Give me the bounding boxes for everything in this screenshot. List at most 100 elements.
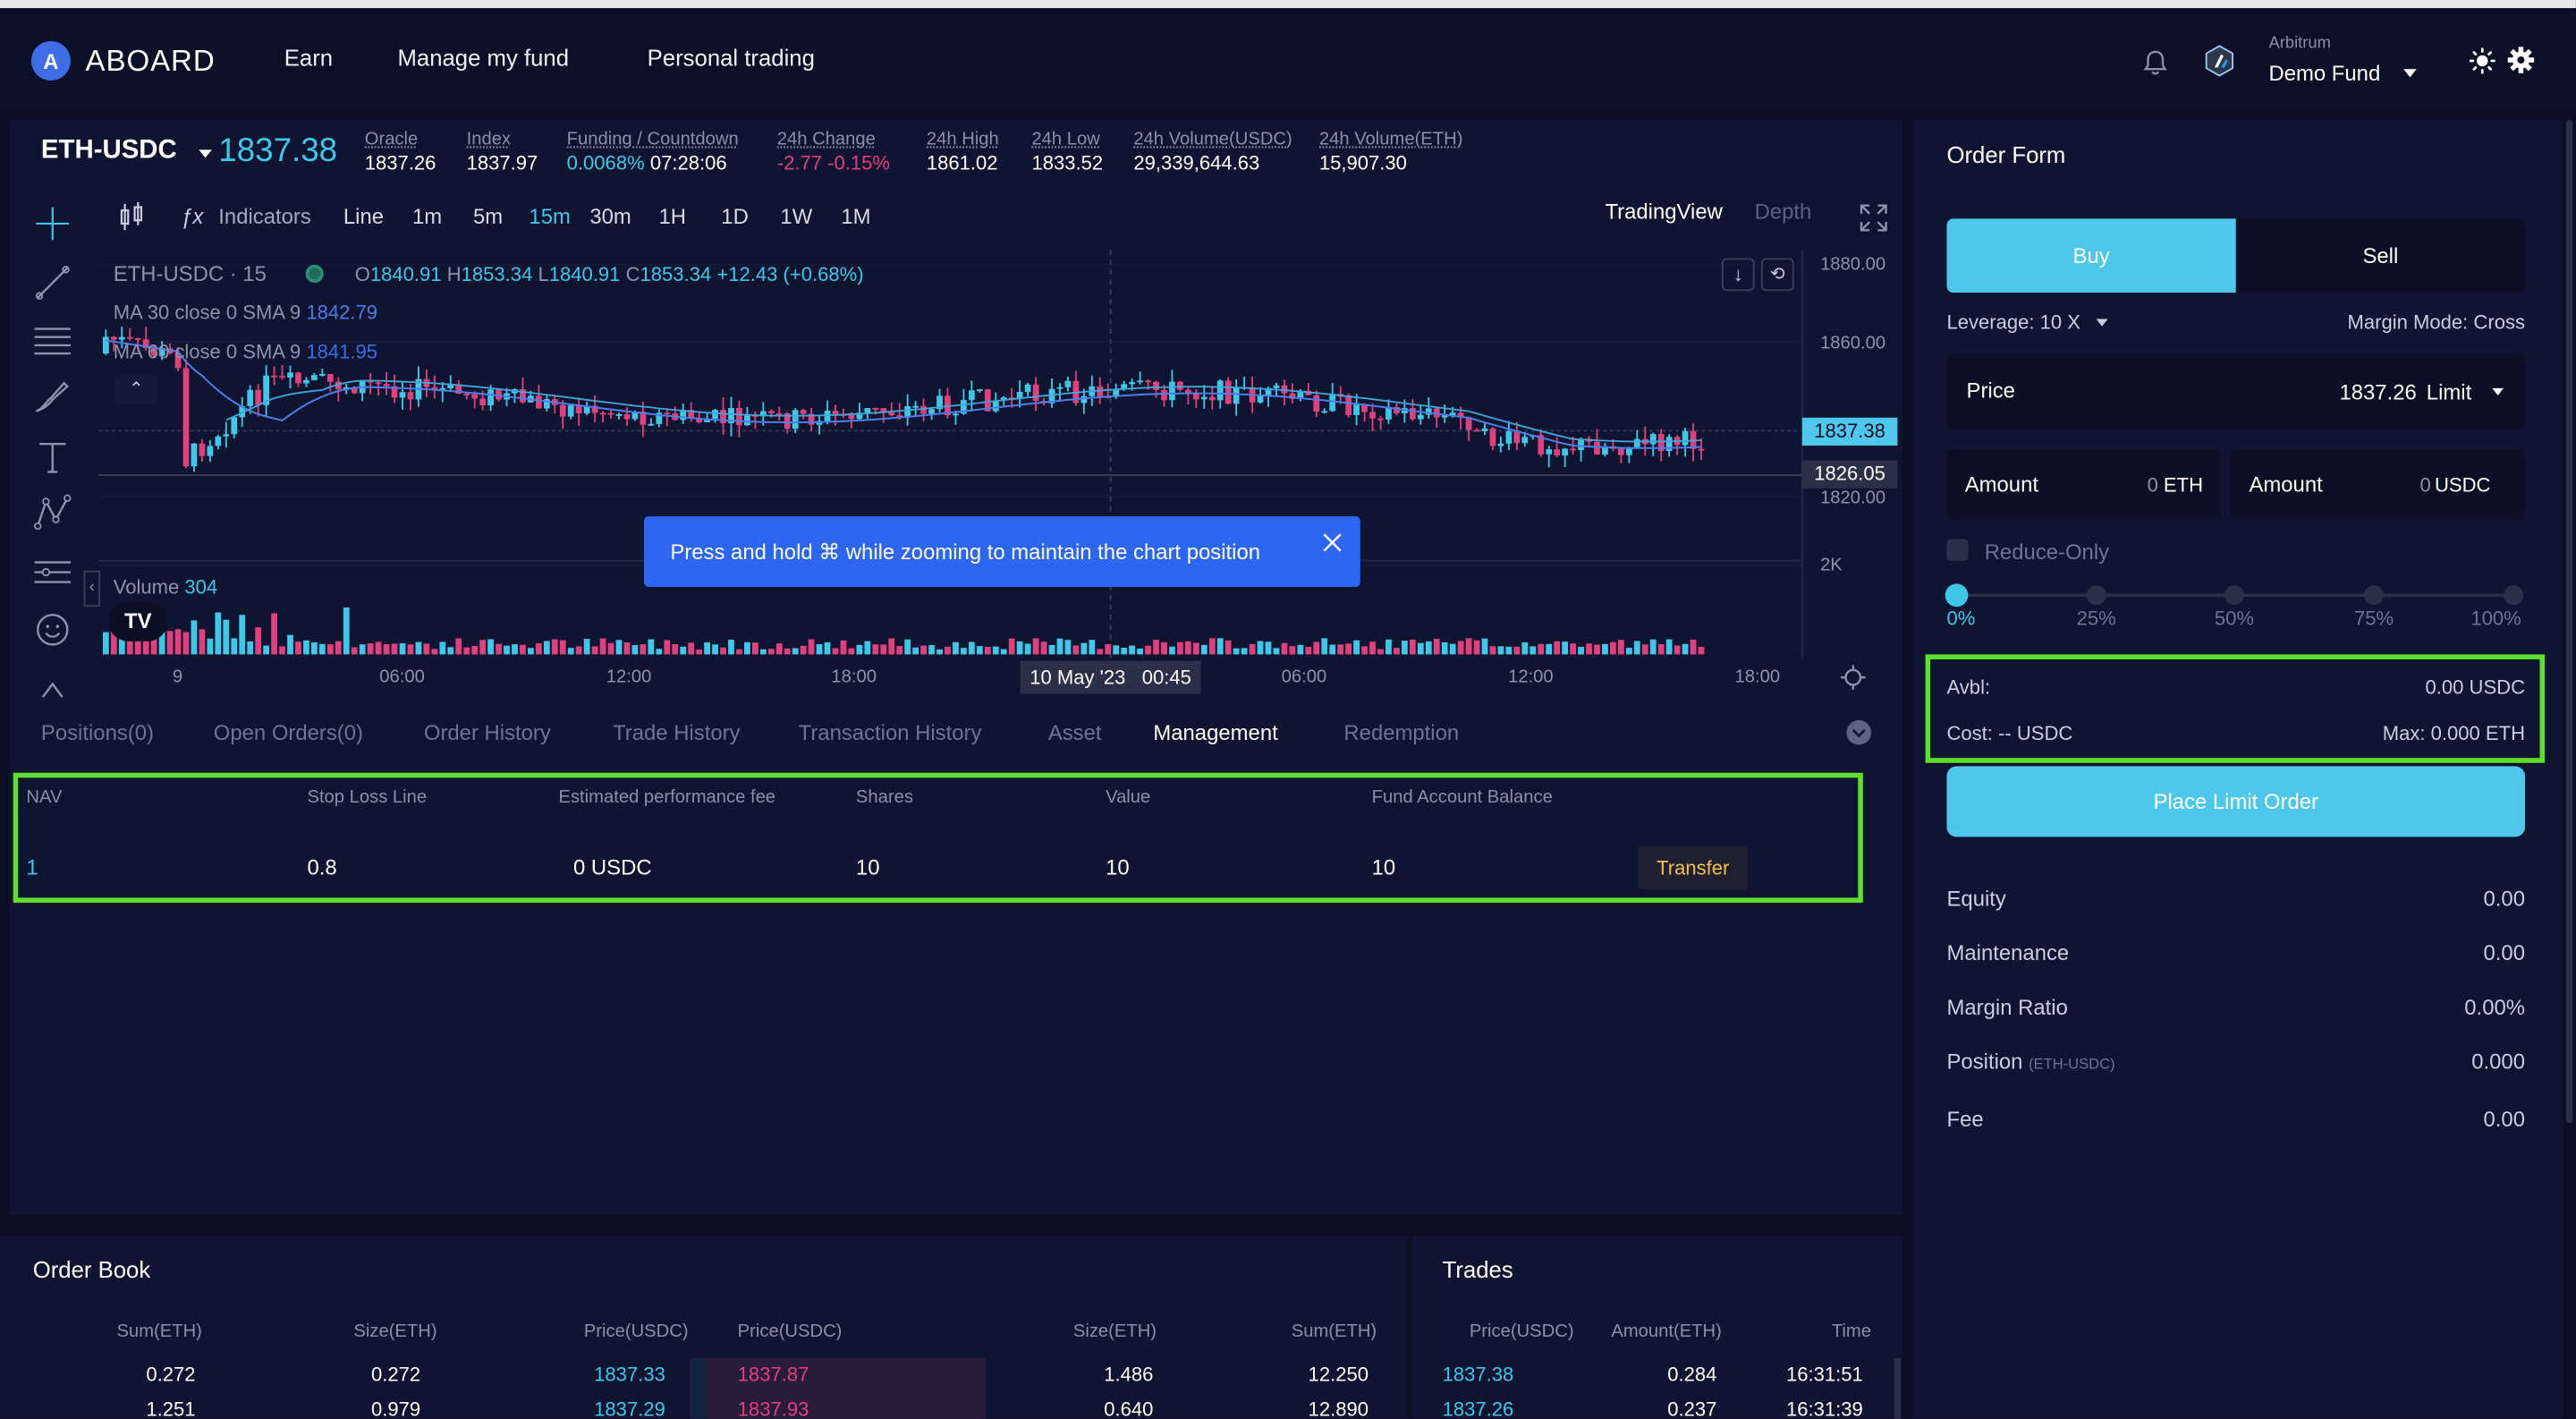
margin-mode[interactable]: Margin Mode: Cross	[2347, 310, 2526, 335]
max-value: Max: 0.000 ETH	[2382, 721, 2526, 745]
logo[interactable]: A ABOARD	[30, 40, 216, 81]
candle	[1080, 395, 1088, 404]
expand-panel-button[interactable]	[1846, 719, 1872, 745]
place-limit-order-button[interactable]: Place Limit Order	[1946, 766, 2526, 837]
pattern-tool-icon[interactable]	[33, 493, 72, 532]
candle	[648, 423, 655, 426]
pair-selector[interactable]: ETH-USDC	[41, 137, 216, 170]
tab-trade-history[interactable]: Trade History	[613, 719, 741, 745]
emoji-tool-icon[interactable]	[33, 610, 72, 650]
slider-step-75[interactable]	[2364, 585, 2385, 606]
amount-usdc-input[interactable]: Amount 0 USDC	[2231, 448, 2526, 520]
volume-bar	[191, 620, 198, 655]
slider-handle[interactable]	[1945, 583, 1969, 608]
chart-settings-icon[interactable]	[1840, 664, 1866, 690]
buy-button[interactable]: Buy	[1946, 218, 2236, 293]
leverage-selector[interactable]: Leverage: 10 X	[1946, 310, 2111, 336]
interval-15m[interactable]: 15m	[529, 203, 571, 229]
tradingview-logo[interactable]: TV	[108, 601, 168, 642]
x-tick: 12:00	[1508, 667, 1554, 688]
fullscreen-icon[interactable]	[1860, 204, 1887, 232]
trendline-tool-icon[interactable]	[33, 263, 72, 302]
order-type-select[interactable]: Limit	[2426, 379, 2472, 405]
interval-1mo[interactable]: 1M	[841, 203, 871, 229]
download-icon[interactable]: ↓	[1721, 258, 1755, 292]
measure-tool-icon[interactable]	[33, 552, 72, 591]
amount-eth-input[interactable]: Amount 0 ETH	[1946, 448, 2222, 520]
nav-manage-my-fund[interactable]: Manage my fund	[397, 44, 570, 72]
scrollbar[interactable]	[2565, 120, 2573, 1124]
volume-bar	[543, 641, 550, 655]
volume-bar	[1233, 648, 1240, 655]
text-tool-icon[interactable]	[33, 438, 72, 477]
available-label: Avbl:	[1946, 676, 1991, 700]
main-panel	[10, 120, 1902, 1216]
candle	[792, 410, 799, 429]
shares-value: 10	[855, 854, 880, 880]
ohlc-low: 1840.91	[548, 263, 621, 286]
volume-bar	[134, 633, 141, 655]
candle	[191, 443, 198, 467]
change-pct: -0.15%	[827, 151, 891, 174]
scrollbar[interactable]	[1894, 1357, 1902, 1419]
tab-management[interactable]: Management	[1153, 719, 1278, 745]
collapse-toolbar-button[interactable]: ‹	[83, 570, 101, 608]
nav-personal-trading[interactable]: Personal trading	[647, 44, 815, 72]
theme-sun-icon[interactable]	[2469, 47, 2496, 74]
collapse-legend-button[interactable]: ⌃	[114, 374, 158, 405]
slider-step-100[interactable]	[2504, 585, 2524, 606]
interval-30m[interactable]: 30m	[589, 203, 631, 229]
tab-asset[interactable]: Asset	[1047, 719, 1102, 745]
sell-button[interactable]: Sell	[2362, 242, 2399, 268]
volume-legend: Volume 304	[114, 575, 217, 599]
fund-selector[interactable]: Demo Fund	[2268, 61, 2424, 90]
crosshair-icon[interactable]	[35, 206, 71, 242]
ob-col-sum: Sum(ETH)	[116, 1321, 202, 1342]
volume-bar	[808, 639, 815, 655]
tab-open-orders[interactable]: Open Orders(0)	[213, 719, 363, 745]
gear-icon[interactable]	[2507, 46, 2535, 73]
amount-usdc-unit: USDC	[2434, 473, 2491, 497]
volume-bar	[1216, 638, 1224, 655]
bell-icon[interactable]	[2142, 49, 2168, 77]
reduce-only-checkbox[interactable]	[1946, 539, 1969, 561]
close-icon[interactable]	[1323, 532, 1343, 552]
interval-1w[interactable]: 1W	[780, 203, 813, 229]
indicators-button[interactable]: Indicators	[218, 203, 311, 229]
interval-1h[interactable]: 1H	[658, 203, 687, 229]
nav-earn[interactable]: Earn	[284, 44, 334, 72]
ruler-tool-icon[interactable]	[33, 677, 72, 701]
candle	[287, 372, 293, 378]
volume-bar	[912, 647, 919, 655]
interval-1d[interactable]: 1D	[721, 203, 749, 229]
price-label: Price	[1966, 378, 2015, 404]
fib-tool-icon[interactable]	[33, 320, 72, 360]
slider-step-25[interactable]	[2086, 585, 2106, 606]
volume-bar	[1273, 648, 1280, 655]
volume-bar	[1337, 644, 1344, 655]
volume-bar	[415, 642, 422, 655]
brush-tool-icon[interactable]	[33, 378, 72, 418]
candlestick-chart[interactable]	[0, 0, 1902, 724]
candles-icon[interactable]	[118, 202, 144, 232]
volume-bar	[1313, 642, 1320, 655]
market-status-dot	[305, 264, 324, 284]
price-input[interactable]: Price 1837.26 Limit	[1946, 353, 2526, 429]
tab-redemption[interactable]: Redemption	[1343, 719, 1460, 745]
tab-depth[interactable]: Depth	[1754, 199, 1812, 224]
interval-5m[interactable]: 5m	[472, 203, 504, 229]
candle	[1032, 384, 1039, 402]
line-button[interactable]: Line	[343, 203, 385, 229]
volume-bar	[880, 644, 887, 655]
interval-1m[interactable]: 1m	[412, 203, 443, 229]
slider-step-50[interactable]	[2224, 585, 2244, 606]
tab-transaction-history[interactable]: Transaction History	[798, 719, 982, 745]
tab-tradingview[interactable]: TradingView	[1605, 199, 1723, 224]
volume-bar	[1289, 646, 1296, 655]
transfer-button[interactable]: Transfer	[1638, 846, 1749, 890]
refresh-icon[interactable]: ⟲	[1760, 258, 1794, 292]
tab-order-history[interactable]: Order History	[423, 719, 551, 745]
tab-positions[interactable]: Positions(0)	[40, 719, 154, 745]
volume-bar	[1594, 644, 1600, 655]
fee-label: Fee	[1946, 1106, 1984, 1132]
